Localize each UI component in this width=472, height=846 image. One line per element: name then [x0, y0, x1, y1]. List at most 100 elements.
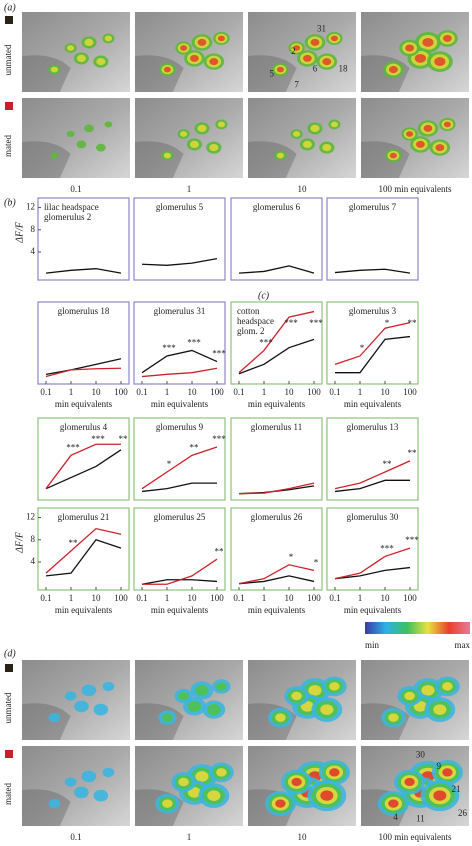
activity-spot: [64, 777, 77, 787]
activity-spot: [81, 770, 97, 783]
glomerulus-label: 30: [416, 750, 426, 760]
activity-spot: [414, 53, 426, 63]
activity-spot: [406, 131, 414, 137]
chart-frame: [133, 301, 226, 385]
activity-spot: [433, 704, 447, 715]
activity-spot: [48, 798, 61, 809]
activity-spot: [162, 799, 173, 808]
series-line: [238, 310, 315, 374]
activity-spot: [102, 681, 115, 692]
x-tick-label: 0.1: [136, 593, 147, 603]
activity-spot: [74, 700, 89, 713]
activity-spot: [50, 152, 59, 159]
activity-spot: [291, 777, 302, 787]
glomerulus-label: 7: [294, 80, 299, 90]
activity-spot: [322, 58, 332, 66]
significance: ***: [91, 434, 105, 444]
column-label: 10: [298, 832, 308, 842]
row-swatch: [5, 16, 13, 24]
chart-frame: [37, 197, 130, 281]
x-tick-label: 10: [92, 387, 102, 397]
activity-spot: [423, 124, 433, 132]
chart-title: glomerulus 31: [154, 306, 206, 316]
significance: ***: [405, 535, 419, 545]
series-line: [334, 268, 411, 274]
activity-spot: [207, 704, 221, 716]
x-tick-label: 1: [358, 387, 363, 397]
glomerulus-label: 26: [458, 808, 468, 818]
chart-frame: [326, 301, 419, 385]
significance: **: [119, 434, 129, 444]
significance: **: [383, 459, 393, 469]
chart-title: glom. 2: [237, 326, 265, 336]
chart-frame: [230, 507, 323, 591]
row-swatch: [5, 750, 13, 758]
chart-frame: [230, 197, 323, 281]
image-shadow: [135, 141, 184, 178]
activity-spot: [292, 131, 301, 137]
x-axis-label: min equivalents: [344, 605, 402, 615]
colorbar-max: max: [455, 640, 471, 650]
column-label: 100 min equivalents: [379, 832, 452, 842]
x-tick-label: 1: [69, 593, 74, 603]
chart-title: glomerulus 21: [58, 512, 110, 522]
row-label: unmated: [3, 44, 13, 75]
series-line: [141, 482, 217, 493]
series-line: [141, 349, 218, 374]
image: [22, 12, 130, 92]
activity-spot: [388, 66, 398, 74]
chart-frame: [230, 417, 323, 501]
x-tick-label: 100: [403, 593, 417, 603]
activity-spot: [66, 45, 75, 51]
chart-title: glomerulus 5: [156, 202, 204, 212]
glomerulus-label: 21: [452, 784, 461, 794]
colorbar: [365, 622, 470, 634]
chart-frame: [133, 507, 226, 591]
glomerulus-label: 18: [339, 64, 349, 74]
activity-spot: [434, 57, 446, 67]
chart-title: cotton: [237, 306, 260, 316]
series-line: [141, 446, 218, 490]
series-line: [238, 564, 315, 585]
x-tick-label: 10: [381, 387, 391, 397]
activity-spot: [93, 789, 109, 802]
chart-title: glomerulus 9: [156, 422, 204, 432]
chart-title: lilac headspace: [44, 202, 99, 212]
series-line: [334, 460, 411, 490]
significance: ***: [259, 338, 273, 348]
series-line: [45, 449, 122, 490]
x-tick-label: 0.1: [329, 593, 340, 603]
row-label: mated: [3, 783, 13, 805]
activity-spot: [195, 684, 209, 696]
significance: *: [289, 552, 294, 562]
activity-spot: [178, 691, 190, 701]
image: [22, 746, 130, 826]
glomerulus-label: 5: [270, 68, 275, 78]
x-axis-label: min equivalents: [55, 399, 113, 409]
activity-spot: [190, 54, 199, 62]
activity-spot: [95, 143, 106, 152]
x-tick-label: 1: [165, 593, 170, 603]
activity-spot: [215, 682, 227, 691]
x-tick-label: 10: [92, 593, 102, 603]
column-label: 1: [187, 832, 192, 842]
series-line: [334, 547, 411, 580]
glomerulus-label: 4: [393, 812, 398, 822]
significance: **: [69, 538, 79, 548]
chart-frame: [326, 417, 419, 501]
chart-title: glomerulus 26: [251, 512, 303, 522]
activity-spot: [64, 691, 77, 701]
activity-spot: [276, 66, 284, 73]
activity-spot: [322, 143, 332, 152]
activity-spot: [187, 700, 202, 712]
activity-spot: [405, 44, 415, 52]
significance: *: [360, 343, 365, 353]
series-line: [142, 558, 218, 585]
activity-spot: [310, 124, 320, 133]
x-tick-label: 1: [69, 387, 74, 397]
image-shadow: [22, 141, 71, 178]
series-line: [238, 338, 315, 375]
y-tick-label: 8: [31, 534, 36, 544]
x-tick-label: 0.1: [136, 387, 147, 397]
x-tick-label: 10: [381, 593, 391, 603]
